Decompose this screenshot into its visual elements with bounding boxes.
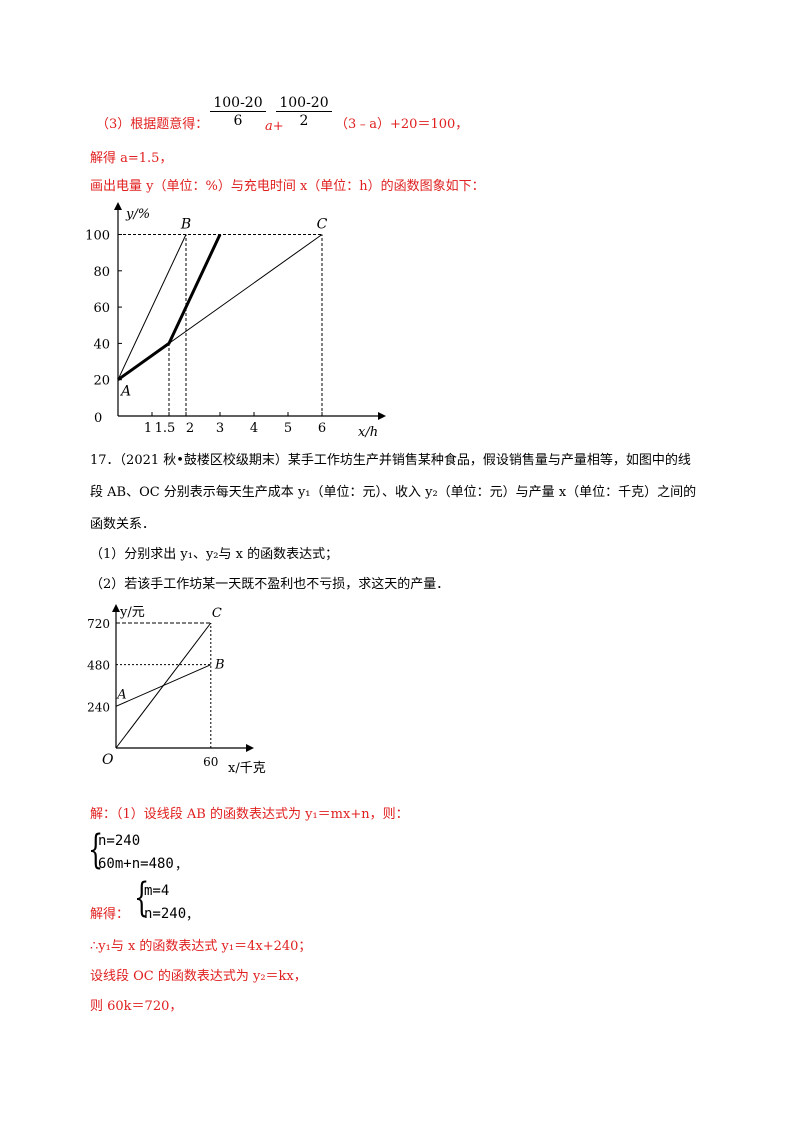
fraction-1: 100-20 6 [210, 95, 266, 130]
solve-label: 解得： [90, 907, 130, 922]
series-line-3 [117, 233, 222, 381]
system2-comma: ， [186, 908, 200, 923]
x-axis-arrow [378, 412, 386, 420]
fraction-1-denominator: 6 [233, 113, 243, 129]
y-tick-label: 20 [93, 374, 110, 389]
solution-intro: 解：（1）设线段 AB 的函数表达式为 y₁＝mx+n，则： [90, 807, 409, 822]
fraction-2-numerator: 100-20 [276, 95, 332, 112]
system1-equation2: 60m+n=480 [98, 856, 174, 872]
draw-graph-line: 画出电量 y（单位：%）与充电时间 x（单位：h）的函数图象如下： [90, 179, 485, 194]
origin-label: 0 [94, 411, 102, 426]
fraction-2: 100-20 2 [276, 95, 332, 130]
x-tick-label: 1 [144, 421, 152, 436]
y-tick-label: 720 [87, 617, 110, 631]
x-axis-label: x/千克 [228, 761, 266, 776]
system1-brace: { [88, 827, 104, 873]
y-axis-arrow [114, 202, 122, 210]
point-label-c: C [212, 606, 222, 621]
problem17-line3: 函数关系． [90, 517, 156, 532]
then-line: 则 60k＝720， [90, 999, 183, 1014]
part3-prefix: （3）根据题意得： [96, 117, 209, 132]
y-tick-label: 80 [93, 265, 110, 280]
point-label-a: A [116, 687, 126, 702]
x-axis-label: x/h [358, 425, 378, 440]
system2-equation1: m=4 [144, 883, 170, 899]
x-tick-label: 5 [284, 421, 292, 436]
y-axis-label: y/元 [119, 605, 145, 620]
x-tick-label: 6 [318, 421, 326, 436]
set-oc-line: 设线段 OC 的函数表达式为 y₂＝kx， [90, 969, 307, 984]
point-label-c: C [317, 217, 328, 233]
x-tick-label: 1.5 [155, 421, 176, 436]
system2-brace: { [134, 875, 150, 921]
therefore-line: ∴y₁与 x 的函数表达式 y₁＝4x+240； [90, 939, 312, 954]
x-tick-label: 60 [203, 755, 218, 769]
part3-suffix: （3﹣a）+20＝100， [335, 117, 469, 132]
system2-equation2: n=240 [144, 906, 187, 922]
point-label-b: B [180, 217, 191, 233]
system1-equation1: n=240 [98, 833, 141, 849]
x-tick-label: 4 [250, 421, 258, 436]
origin-label: O [102, 752, 114, 768]
x-tick-label: 2 [186, 421, 194, 436]
problem17-line1: 17．（2021 秋•鼓楼区校级期末）某手工作坊生产并销售某种食品，假设销售量与… [90, 453, 691, 468]
point-label-b: B [214, 658, 225, 673]
y-axis-arrow [112, 604, 120, 612]
problem17-line2: 段 AB、OC 分别表示每天生产成本 y₁（单位：元）、收入 y₂（单位：元）与… [90, 485, 697, 500]
fraction-2-denominator: 2 [299, 113, 309, 129]
y-tick-label: 480 [87, 659, 110, 673]
solve-a-line: 解得 a=1.5， [90, 151, 173, 166]
y-tick-label: 100 [85, 229, 110, 244]
series-line-1 [117, 234, 187, 380]
fraction-1-numerator: 100-20 [210, 95, 266, 112]
x-axis-arrow [246, 744, 254, 752]
series-line-2 [115, 622, 212, 749]
charging-chart: y/% x/h 0 20 40 60 80 100 1 1.5 2 3 4 5 6 A B C [85, 202, 386, 440]
x-tick-label: 3 [216, 421, 224, 436]
point-label-a: A [119, 384, 131, 400]
y-tick-label: 60 [93, 301, 110, 316]
problem17-question2: （2）若该手工作坊某一天既不盈利也不亏损，求这天的产量． [90, 577, 450, 592]
y-axis-label: y/% [125, 207, 150, 222]
a-plus: a+ [265, 119, 284, 134]
system1-comma: ， [175, 858, 189, 873]
y-tick-label: 240 [87, 700, 110, 714]
y-tick-label: 40 [93, 337, 110, 352]
problem17-question1: （1）分别求出 y₁、y₂与 x 的函数表达式； [90, 547, 339, 562]
cost-revenue-chart: y/元 x/千克 O 240 480 720 60 A B C [87, 604, 266, 776]
